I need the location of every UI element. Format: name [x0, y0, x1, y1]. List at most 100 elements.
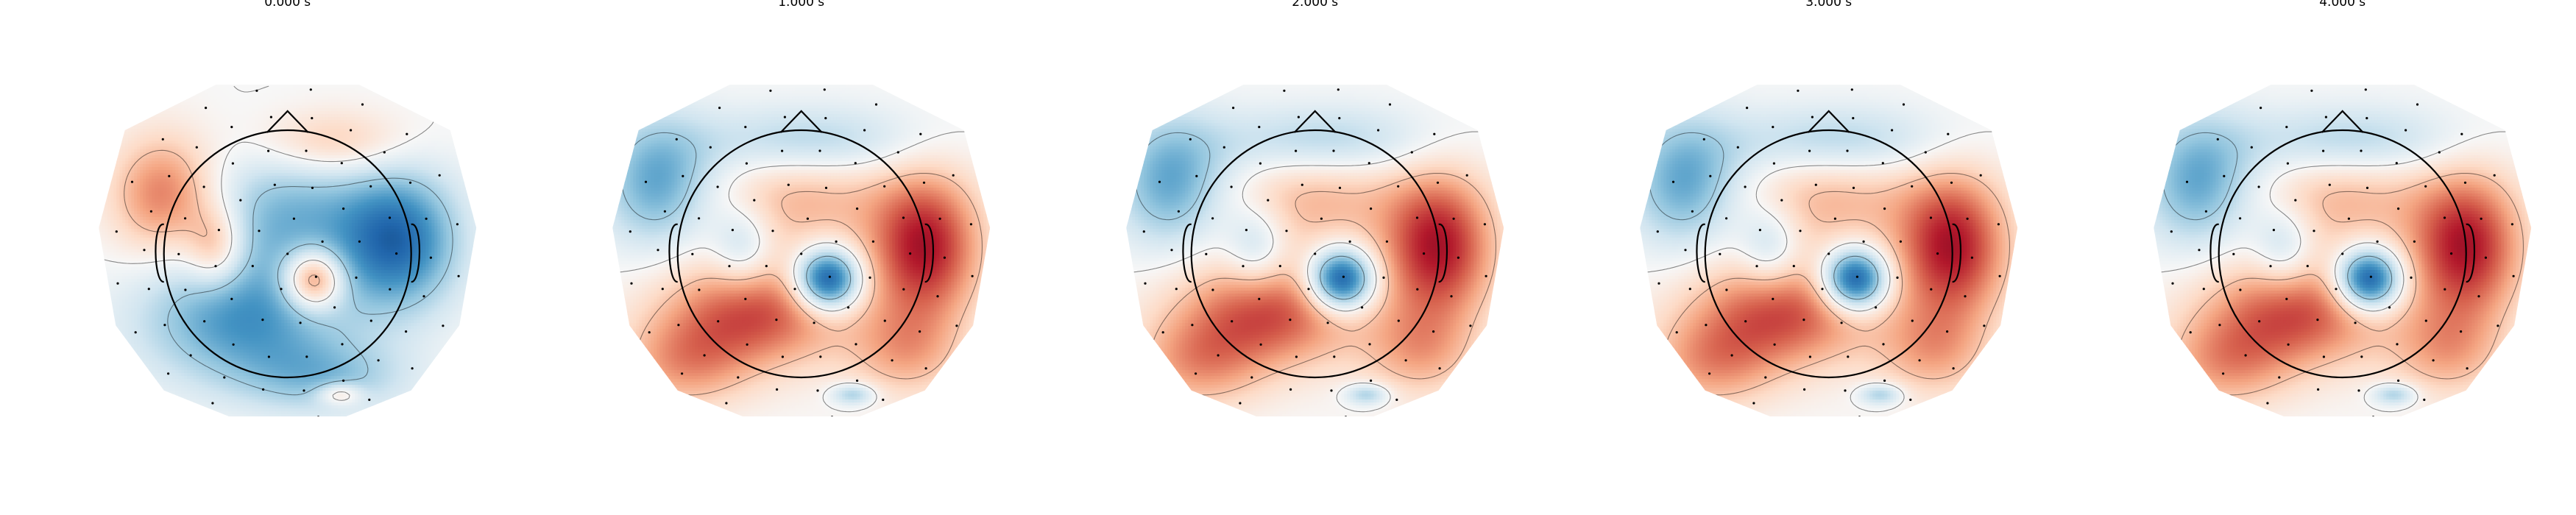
sensor-dot — [1437, 182, 1439, 184]
sensor-dot — [1909, 399, 1911, 401]
sensor-dot — [1802, 319, 1805, 321]
sensor-dot — [813, 322, 815, 324]
sensor-dot — [1744, 185, 1747, 188]
sensor-dot — [223, 376, 225, 378]
sensor-dot — [2222, 372, 2224, 374]
sensor-dot — [422, 295, 425, 297]
sensor-dot — [322, 241, 324, 243]
sensor-dot — [1967, 218, 1969, 220]
sensor-dot — [1999, 275, 2001, 277]
sensor-dot — [2497, 324, 2499, 327]
sensor-dot — [116, 230, 118, 232]
sensor-dot — [1242, 265, 1244, 267]
sensor-dot — [1260, 344, 1262, 346]
sensor-dot — [1191, 324, 1193, 326]
sensor-dot — [1439, 367, 1441, 369]
sensor-dot — [854, 162, 857, 164]
sensor-dot — [163, 324, 166, 326]
sensor-dot — [2171, 283, 2173, 285]
sensor-dot — [698, 217, 700, 219]
sensor-dot — [1809, 355, 1811, 358]
sensor-dot — [1883, 207, 1886, 210]
sensor-dot — [1834, 218, 1836, 220]
sensor-dot — [1844, 389, 1846, 391]
sensor-dot — [1258, 298, 1260, 300]
sensor-dot — [1772, 126, 1774, 128]
sensor-dot — [361, 103, 364, 105]
sensor-dot — [1852, 117, 1854, 119]
sensor-dot — [317, 416, 319, 418]
sensor-dot — [732, 229, 734, 231]
sensor-dot — [1911, 185, 1913, 188]
sensor-dot — [1851, 88, 1853, 90]
sensor-dot — [883, 185, 885, 188]
sensor-dot — [2365, 88, 2367, 90]
sensor-dot — [1755, 265, 1758, 267]
sensor-dot — [776, 388, 778, 391]
sensor-dot — [1368, 343, 1370, 345]
sensor-dot — [777, 417, 779, 419]
sensor-dot — [1883, 380, 1886, 382]
sensor-dot — [1195, 175, 1197, 177]
sensor-dot — [919, 133, 921, 135]
sensor-dot — [765, 265, 768, 267]
sensor-dot — [2278, 376, 2280, 378]
sensor-dot — [1882, 162, 1884, 164]
sensor-dot — [1398, 319, 1400, 322]
sensor-dot — [1672, 181, 1674, 183]
sensor-dot — [818, 149, 821, 152]
sensor-dot — [1386, 241, 1388, 243]
sensor-dot — [1223, 146, 1225, 149]
sensor-dot — [270, 116, 272, 118]
sensor-dot — [771, 230, 774, 232]
sensor-dot — [1919, 359, 1921, 361]
sensor-dot — [1466, 174, 1468, 177]
sensor-dot — [1856, 276, 1858, 278]
sensor-dot — [1725, 288, 1727, 291]
sensor-dot — [2317, 388, 2319, 391]
sensor-dot — [1936, 252, 1939, 255]
sensor-dot — [1811, 116, 1814, 118]
sensor-dot — [902, 288, 905, 291]
sensor-dot — [746, 163, 748, 165]
sensor-dot — [261, 319, 263, 321]
sensor-dot — [1450, 295, 1452, 297]
sensor-dot — [2239, 217, 2241, 219]
sensor-dot — [1805, 417, 1807, 419]
sensor-dot — [333, 306, 336, 308]
sensor-dot — [2423, 399, 2425, 401]
sensor-dot — [2405, 129, 2407, 131]
sensor-dot — [1744, 320, 1747, 322]
sensor-dot — [1772, 298, 1774, 300]
sensor-dot — [1314, 252, 1316, 255]
topomap-panel-3: 2.000 s — [1126, 0, 1507, 419]
sensor-dot — [944, 257, 946, 259]
sensor-dot — [800, 252, 802, 255]
sensor-dot — [2251, 146, 2253, 149]
sensor-dot — [255, 90, 258, 92]
sensor-dot — [2444, 288, 2446, 291]
sensor-dot — [2316, 319, 2318, 321]
sensor-dot — [425, 218, 428, 220]
sensor-dot — [2198, 249, 2200, 251]
sensor-dot — [2377, 241, 2379, 243]
sensor-dot — [923, 182, 925, 184]
sensor-dot — [2218, 324, 2221, 326]
sensor-dot — [203, 185, 205, 188]
sensor-dot — [1752, 402, 1755, 404]
sensor-dot — [1737, 146, 1739, 149]
sensor-dot — [1676, 331, 1678, 333]
sensor-dot — [1416, 288, 1418, 291]
sensor-dot — [232, 163, 234, 165]
sensor-dot — [370, 319, 372, 322]
sensor-dot — [1298, 116, 1300, 118]
sensor-dot — [710, 146, 712, 149]
sensor-dot — [1691, 210, 1694, 213]
sensor-dot — [190, 354, 192, 356]
sensor-dot — [1250, 376, 1253, 378]
sensor-dot — [1799, 230, 1801, 232]
sensor-dot — [939, 218, 941, 220]
sensor-dot — [258, 230, 260, 232]
sensor-dot — [2273, 229, 2275, 231]
sensor-dot — [1397, 185, 1399, 188]
